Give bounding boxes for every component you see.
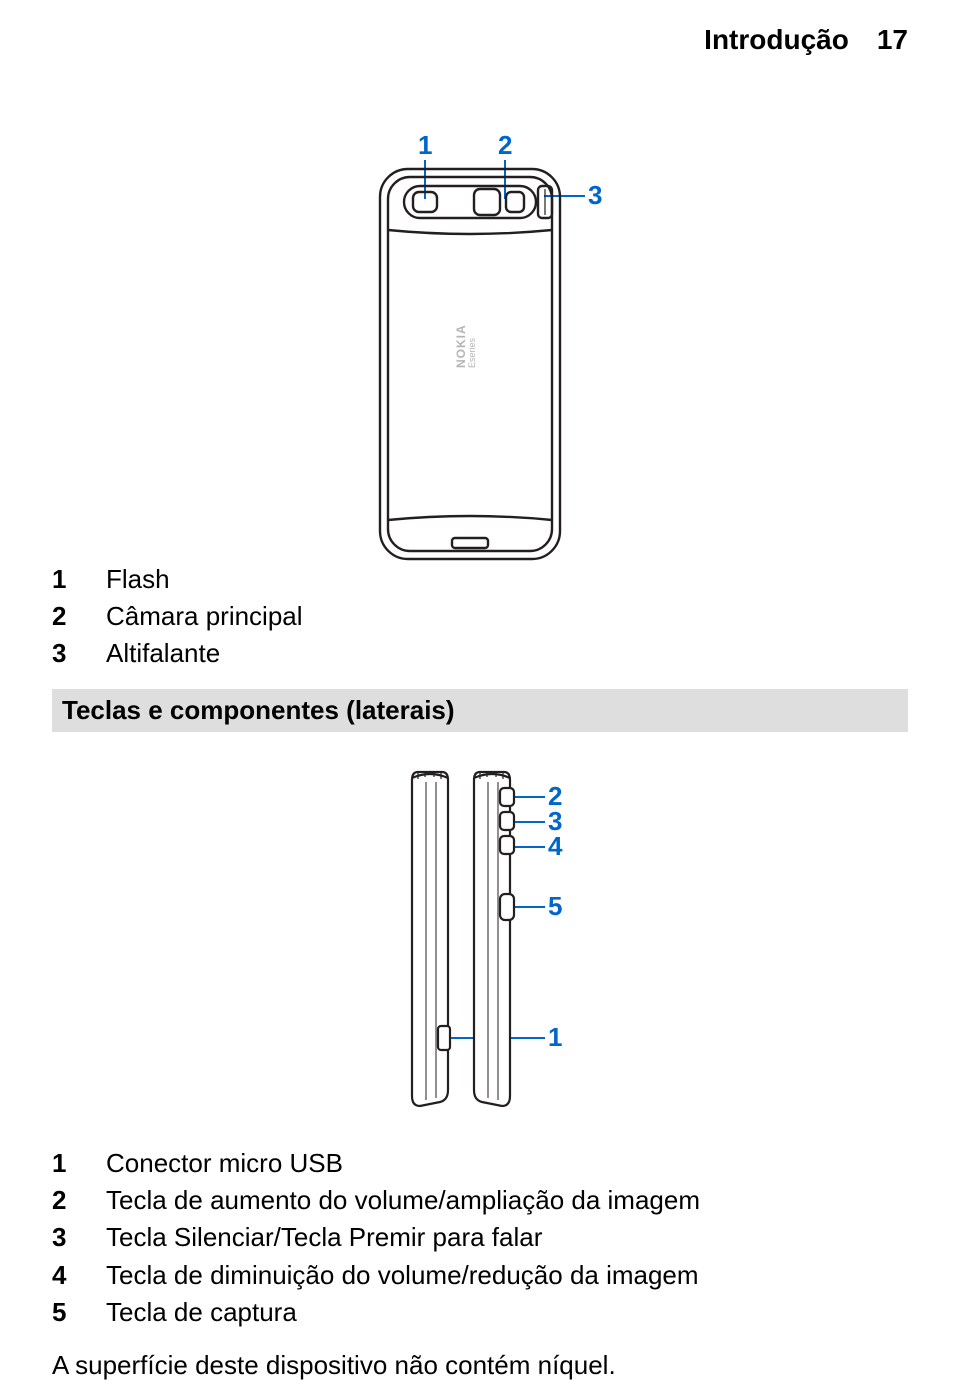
list-num: 4 <box>52 1258 70 1293</box>
list-label: Tecla de captura <box>106 1295 297 1330</box>
list-item: 3 Tecla Silenciar/Tecla Premir para fala… <box>52 1220 908 1255</box>
list-num: 2 <box>52 1183 70 1218</box>
section-heading: Teclas e componentes (laterais) <box>52 689 908 732</box>
list-num: 2 <box>52 599 70 634</box>
list-num: 1 <box>52 1146 70 1181</box>
list-label: Tecla de aumento do volume/ampliação da … <box>106 1183 700 1218</box>
list-item: 2 Tecla de aumento do volume/ampliação d… <box>52 1183 908 1218</box>
list-label: Tecla de diminuição do volume/redução da… <box>106 1258 699 1293</box>
callout-5: 5 <box>548 891 562 921</box>
list-num: 3 <box>52 1220 70 1255</box>
callout-4: 4 <box>548 831 563 861</box>
header-title: Introdução <box>704 24 849 56</box>
list-label: Conector micro USB <box>106 1146 343 1181</box>
back-view-list: 1 Flash 2 Câmara principal 3 Altifalante <box>52 562 908 671</box>
list-item: 1 Flash <box>52 562 908 597</box>
header-page-number: 17 <box>877 24 908 56</box>
callout-2: 2 <box>498 134 512 160</box>
brand-sub: Eseries <box>467 337 477 368</box>
list-label: Tecla Silenciar/Tecla Premir para falar <box>106 1220 542 1255</box>
list-label: Câmara principal <box>106 599 303 634</box>
brand-text: NOKIA <box>454 324 468 368</box>
list-num: 5 <box>52 1295 70 1330</box>
list-item: 1 Conector micro USB <box>52 1146 908 1181</box>
footer-note: A superfície deste dispositivo não conté… <box>52 1350 908 1381</box>
list-label: Altifalante <box>106 636 220 671</box>
callout-1: 1 <box>548 1022 562 1052</box>
callout-1: 1 <box>418 134 432 160</box>
page-header: Introdução 17 <box>0 0 960 64</box>
side-view-list: 1 Conector micro USB 2 Tecla de aumento … <box>52 1146 908 1329</box>
list-item: 2 Câmara principal <box>52 599 908 634</box>
list-num: 1 <box>52 562 70 597</box>
list-num: 3 <box>52 636 70 671</box>
phone-side-diagram: 2 3 4 5 1 <box>0 750 960 1130</box>
callout-3: 3 <box>588 180 602 210</box>
list-label: Flash <box>106 562 170 597</box>
phone-side-svg: 2 3 4 5 1 <box>290 760 670 1120</box>
list-item: 4 Tecla de diminuição do volume/redução … <box>52 1258 908 1293</box>
list-item: 5 Tecla de captura <box>52 1295 908 1330</box>
list-item: 3 Altifalante <box>52 636 908 671</box>
phone-back-diagram: 1 2 3 <box>0 104 960 544</box>
phone-back-svg: 1 2 3 <box>300 134 660 564</box>
